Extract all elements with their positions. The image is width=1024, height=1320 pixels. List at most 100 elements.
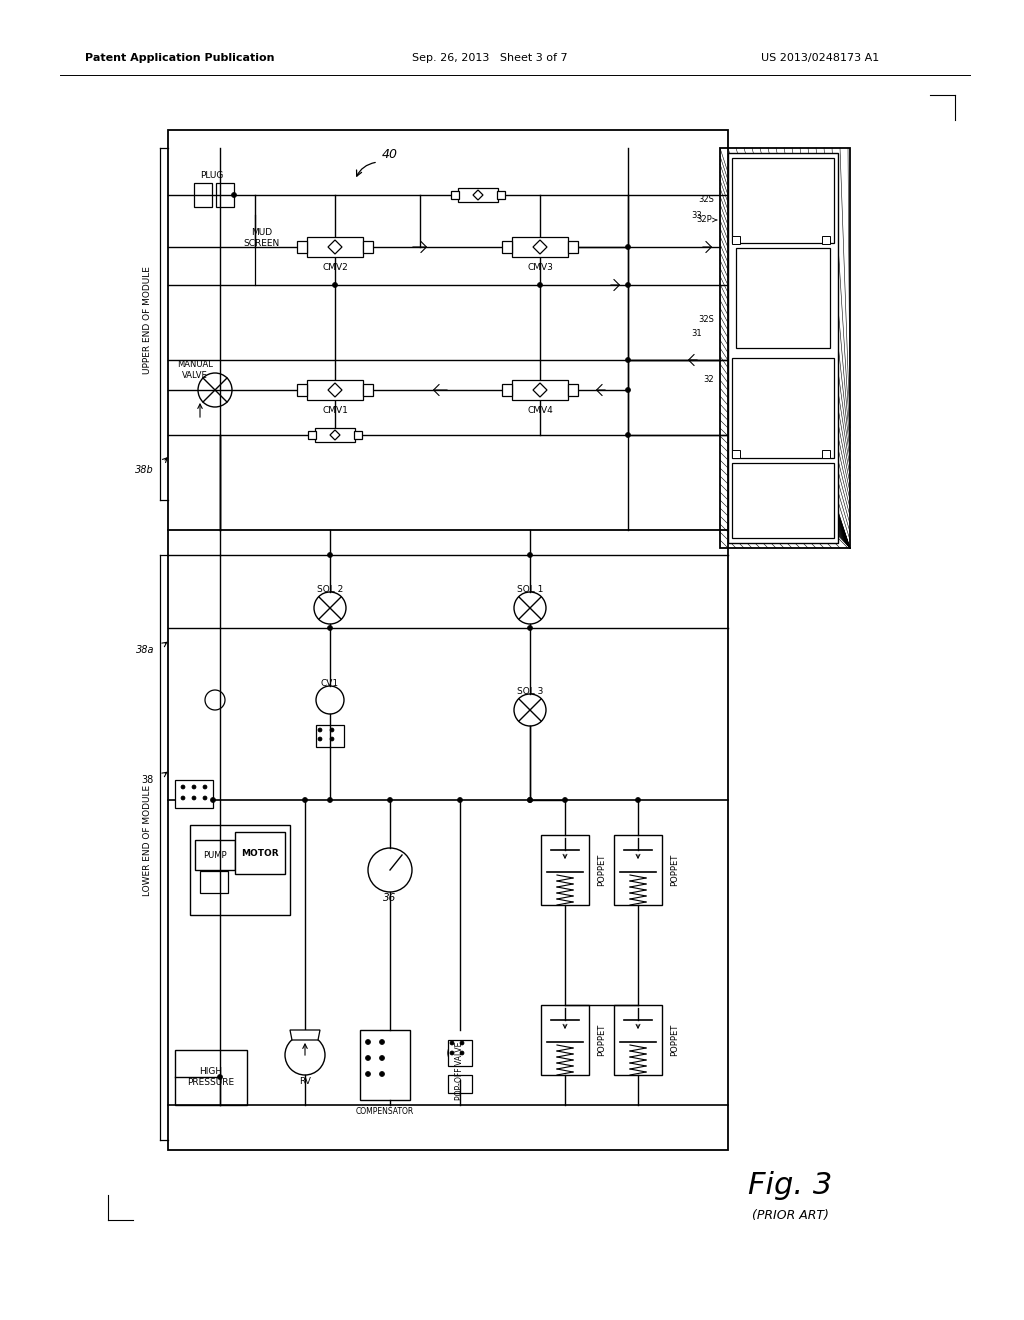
Bar xyxy=(308,432,316,440)
Circle shape xyxy=(193,785,196,789)
Text: POPPET: POPPET xyxy=(597,854,606,886)
Text: POPPET: POPPET xyxy=(670,1024,679,1056)
Circle shape xyxy=(538,282,543,288)
Circle shape xyxy=(514,694,546,726)
Bar xyxy=(502,384,512,396)
Bar xyxy=(200,871,228,894)
Circle shape xyxy=(333,388,338,392)
Circle shape xyxy=(330,729,334,733)
Circle shape xyxy=(450,1041,454,1045)
Text: 38: 38 xyxy=(141,775,154,785)
Circle shape xyxy=(285,1035,325,1074)
Text: 32S: 32S xyxy=(698,315,714,325)
Bar xyxy=(190,825,290,915)
Text: MOTOR: MOTOR xyxy=(242,849,279,858)
Text: POPPET: POPPET xyxy=(670,854,679,886)
Bar xyxy=(732,450,740,458)
Circle shape xyxy=(193,796,196,800)
Bar xyxy=(512,238,568,257)
Circle shape xyxy=(302,797,307,803)
Circle shape xyxy=(217,1074,222,1080)
Bar xyxy=(307,380,362,400)
Circle shape xyxy=(449,1041,472,1065)
Polygon shape xyxy=(534,383,547,397)
Circle shape xyxy=(387,797,392,803)
Circle shape xyxy=(333,282,338,288)
Polygon shape xyxy=(534,240,547,253)
Bar xyxy=(732,158,834,243)
Bar xyxy=(736,248,830,348)
Text: US 2013/0248173 A1: US 2013/0248173 A1 xyxy=(761,53,880,63)
Bar xyxy=(216,183,234,207)
Text: SOL 3: SOL 3 xyxy=(517,686,543,696)
Text: CMV4: CMV4 xyxy=(527,407,553,414)
Bar xyxy=(720,148,850,548)
Bar xyxy=(360,1030,410,1100)
Circle shape xyxy=(366,1072,371,1077)
Text: (PRIOR ART): (PRIOR ART) xyxy=(752,1209,828,1221)
Circle shape xyxy=(314,591,346,624)
Text: Fig. 3: Fig. 3 xyxy=(748,1171,833,1200)
Bar xyxy=(354,432,362,440)
Circle shape xyxy=(626,433,631,437)
Circle shape xyxy=(636,797,640,803)
Text: POP-OFF VALVE: POP-OFF VALVE xyxy=(456,1041,465,1100)
Circle shape xyxy=(203,796,207,800)
Bar xyxy=(458,187,498,202)
Circle shape xyxy=(368,847,412,892)
Circle shape xyxy=(527,797,532,803)
Text: HIGH
PRESSURE: HIGH PRESSURE xyxy=(187,1068,234,1086)
Bar xyxy=(168,129,728,1150)
Text: MUD
SCREEN: MUD SCREEN xyxy=(244,228,281,248)
Bar xyxy=(732,463,834,539)
Bar xyxy=(316,725,344,747)
Text: CV1: CV1 xyxy=(321,678,339,688)
Text: PUMP: PUMP xyxy=(203,850,226,859)
Bar xyxy=(194,183,212,207)
Text: SOL 1: SOL 1 xyxy=(517,586,543,594)
Text: 32P: 32P xyxy=(696,215,712,224)
Circle shape xyxy=(380,1072,384,1077)
Text: Patent Application Publication: Patent Application Publication xyxy=(85,53,274,63)
Circle shape xyxy=(366,1040,371,1044)
Bar xyxy=(614,836,662,906)
Bar xyxy=(362,242,373,253)
Text: CMV2: CMV2 xyxy=(323,263,348,272)
Circle shape xyxy=(181,785,185,789)
Bar xyxy=(297,384,307,396)
Circle shape xyxy=(458,797,463,803)
Circle shape xyxy=(328,553,333,557)
Circle shape xyxy=(316,686,344,714)
Text: 36: 36 xyxy=(383,894,396,903)
Circle shape xyxy=(460,1041,464,1045)
Circle shape xyxy=(231,193,237,198)
Circle shape xyxy=(380,1040,384,1044)
Circle shape xyxy=(181,796,185,800)
Polygon shape xyxy=(473,190,483,201)
Circle shape xyxy=(527,553,532,557)
Circle shape xyxy=(328,626,333,631)
Circle shape xyxy=(450,1051,454,1055)
Circle shape xyxy=(626,282,631,288)
Polygon shape xyxy=(290,1030,319,1040)
Bar xyxy=(822,236,830,244)
Circle shape xyxy=(527,797,532,803)
Circle shape xyxy=(626,388,631,392)
Bar xyxy=(362,384,373,396)
Text: 38b: 38b xyxy=(135,465,154,475)
Polygon shape xyxy=(328,240,342,253)
Circle shape xyxy=(330,737,334,741)
Text: SOL 2: SOL 2 xyxy=(316,586,343,594)
Bar xyxy=(728,153,838,543)
Bar xyxy=(307,238,362,257)
Circle shape xyxy=(203,785,207,789)
Bar xyxy=(497,191,505,199)
Text: CMV3: CMV3 xyxy=(527,263,553,272)
Circle shape xyxy=(538,388,543,392)
Bar xyxy=(234,832,285,874)
Bar xyxy=(175,780,213,808)
Bar xyxy=(732,358,834,458)
Circle shape xyxy=(366,1056,371,1060)
Text: 40: 40 xyxy=(382,149,398,161)
Bar xyxy=(568,384,578,396)
